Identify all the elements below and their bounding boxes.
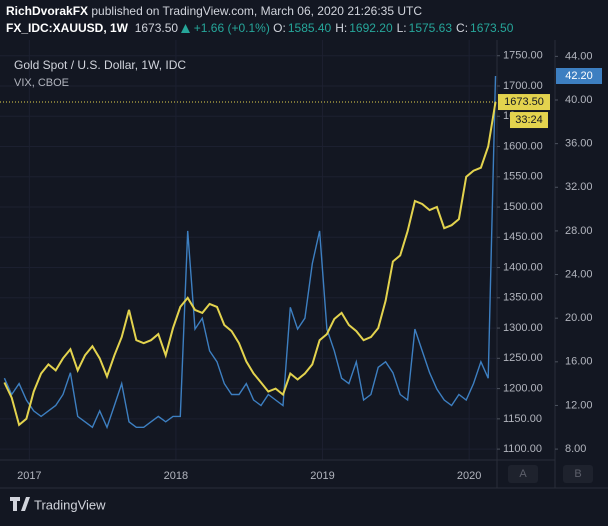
ohlc-label: O: <box>273 21 286 35</box>
countdown-label: 33:24 <box>515 114 543 126</box>
x-tick-label: 2018 <box>164 470 188 482</box>
author: RichDvorakFX <box>6 4 89 18</box>
brand-logo <box>10 497 30 511</box>
legend-gold: Gold Spot / U.S. Dollar, 1W, IDC <box>14 58 186 72</box>
x-tick-label: 2017 <box>17 470 41 482</box>
y-tick-label: 1450.00 <box>503 231 543 243</box>
y-tick-label: 1350.00 <box>503 292 543 304</box>
x-tick-label: 2019 <box>310 470 334 482</box>
y-tick-label: 1700.00 <box>503 80 543 92</box>
vix-last-box <box>556 68 602 84</box>
y2-tick-label: 44.00 <box>565 50 593 62</box>
y-tick-label: 1500.00 <box>503 201 543 213</box>
scale-button[interactable] <box>563 465 593 483</box>
ohlc-value: 1575.63 <box>408 21 453 35</box>
series-line <box>3 75 497 430</box>
ohlc-label: H: <box>335 21 348 35</box>
ohlc-value: 1585.40 <box>287 21 332 35</box>
y2-tick-label: 20.00 <box>565 312 593 324</box>
y2-tick-label: 12.00 <box>565 399 593 411</box>
countdown-box <box>510 112 548 129</box>
y-tick-label: 1200.00 <box>503 382 543 394</box>
series-line <box>3 101 497 427</box>
header-line-1: RichDvorakFX published on TradingView.co… <box>6 4 422 18</box>
y-tick-label: 1100.00 <box>503 443 542 455</box>
scale-button-label[interactable]: B <box>574 468 581 480</box>
price: 1673.50 <box>134 21 179 35</box>
y2-tick-label: 28.00 <box>565 225 593 237</box>
last-price-box <box>498 94 550 111</box>
published: published on TradingView.com, March 06, … <box>91 4 423 18</box>
y-tick-label: 1300.00 <box>503 322 543 334</box>
scale-button[interactable] <box>508 465 538 483</box>
y2-tick-label: 40.00 <box>565 94 593 106</box>
y-tick-label: 1250.00 <box>503 352 543 364</box>
y2-tick-label: 36.00 <box>565 138 593 150</box>
header-line-2: FX_IDC:XAUUSD, 1W 1673.50 +1.66 (+0.1%) … <box>6 21 517 35</box>
change: +1.66 (+0.1%) <box>193 21 270 35</box>
brand-name: TradingView <box>34 497 106 512</box>
x-tick-label: 2020 <box>457 470 481 482</box>
symbol: FX_IDC:XAUUSD, 1W <box>6 21 129 35</box>
y-tick-label: 1550.00 <box>503 171 543 183</box>
last-price-label: 1673.50 <box>504 96 544 108</box>
footer-bar <box>0 488 608 526</box>
logo-icon <box>10 497 30 511</box>
ohlc: O: 1585.40 H: 1692.20 L: 1575.63 C: 1673.50 <box>273 21 517 35</box>
up-arrow-shape <box>181 24 191 33</box>
vix-last-label: 42.20 <box>565 70 593 82</box>
y2-tick-label: 24.00 <box>565 268 593 280</box>
scale-button-label[interactable]: A <box>519 468 527 480</box>
y-tick-label: 1600.00 <box>503 140 543 152</box>
y2-tick-label: 8.00 <box>565 443 586 455</box>
y2-tick-label: 16.00 <box>565 356 593 368</box>
ohlc-label: C: <box>456 21 469 35</box>
y2-tick-label: 32.00 <box>565 181 593 193</box>
ohlc-value: 1692.20 <box>349 21 393 35</box>
legend-vix: VIX, CBOE <box>14 77 69 89</box>
y-tick-label: 1150.00 <box>503 413 542 425</box>
y-tick-label: 1400.00 <box>503 261 543 273</box>
y-tick-label: 1750.00 <box>503 50 543 62</box>
up-arrow <box>181 24 191 33</box>
ohlc-value: 1673.50 <box>470 21 514 35</box>
ohlc-label: L: <box>396 21 407 35</box>
